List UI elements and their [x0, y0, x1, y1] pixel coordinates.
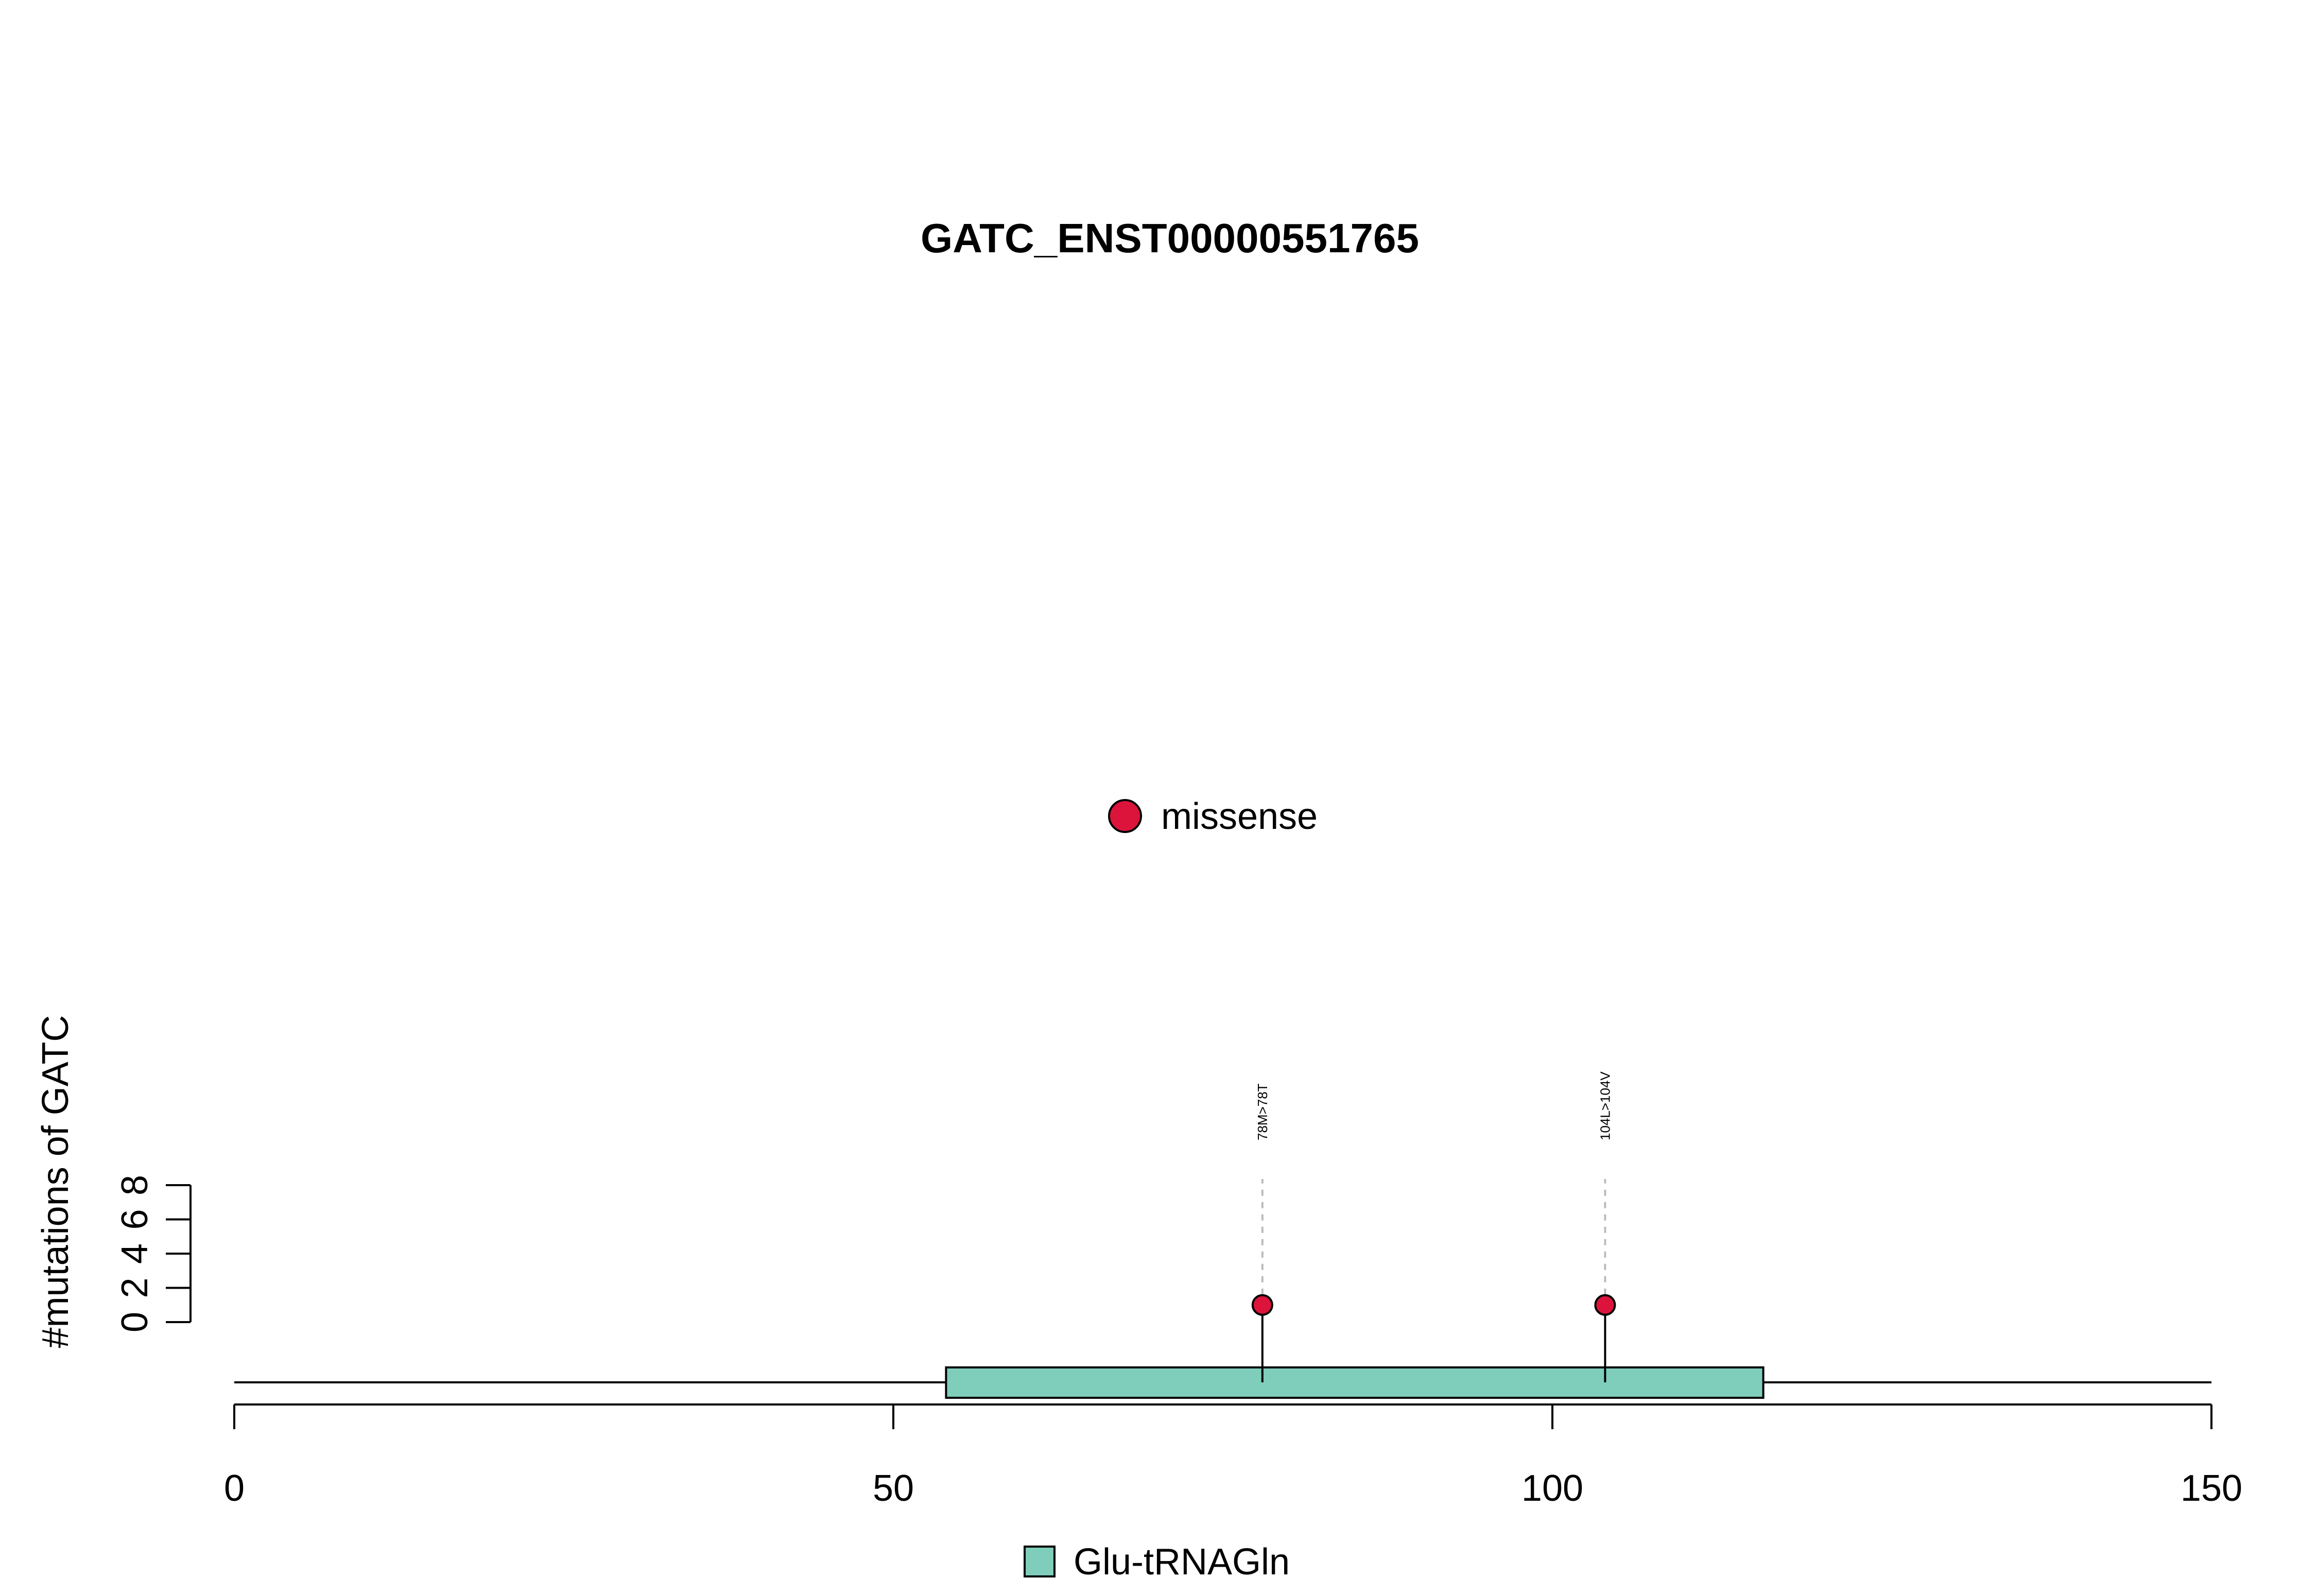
x-tick-label: 0: [224, 1468, 245, 1509]
mutation-legend-label: missense: [1161, 796, 1318, 837]
x-axis: 0 50 100 150: [224, 1403, 2242, 1509]
mutation-label: 78M>78T: [1255, 1083, 1270, 1140]
y-tick-label: 4: [114, 1243, 155, 1264]
lollipops: 78M>78T 104L>104V: [1251, 1071, 1616, 1382]
domain-rect: [945, 1366, 1765, 1399]
domains: [945, 1366, 1765, 1399]
x-tick-label: 100: [1521, 1468, 1583, 1509]
x-tick-label: 150: [2181, 1468, 2242, 1509]
domain-legend-swatch: [1024, 1546, 1056, 1577]
x-tick-label: 50: [873, 1468, 914, 1509]
chart-title: GATC_ENST00000551765: [921, 215, 1419, 261]
y-tick-label: 8: [114, 1175, 155, 1195]
domain-legend: Glu-tRNAGln: [1024, 1541, 1290, 1583]
lollipop-head: [1251, 1294, 1273, 1316]
y-tick-label: 0: [114, 1312, 155, 1332]
mutation-label: 104L>104V: [1597, 1071, 1613, 1140]
lollipop-head: [1594, 1294, 1616, 1316]
y-axis: 0 2 4 6 8: [114, 1175, 192, 1332]
y-tick-label: 2: [114, 1277, 155, 1298]
y-axis-label: #mutations of GATC: [35, 1015, 76, 1348]
domain-legend-label: Glu-tRNAGln: [1074, 1541, 1290, 1583]
y-tick-label: 6: [114, 1209, 155, 1229]
mutation-legend: missense: [1108, 796, 1318, 837]
mutation-legend-swatch: [1108, 799, 1142, 833]
